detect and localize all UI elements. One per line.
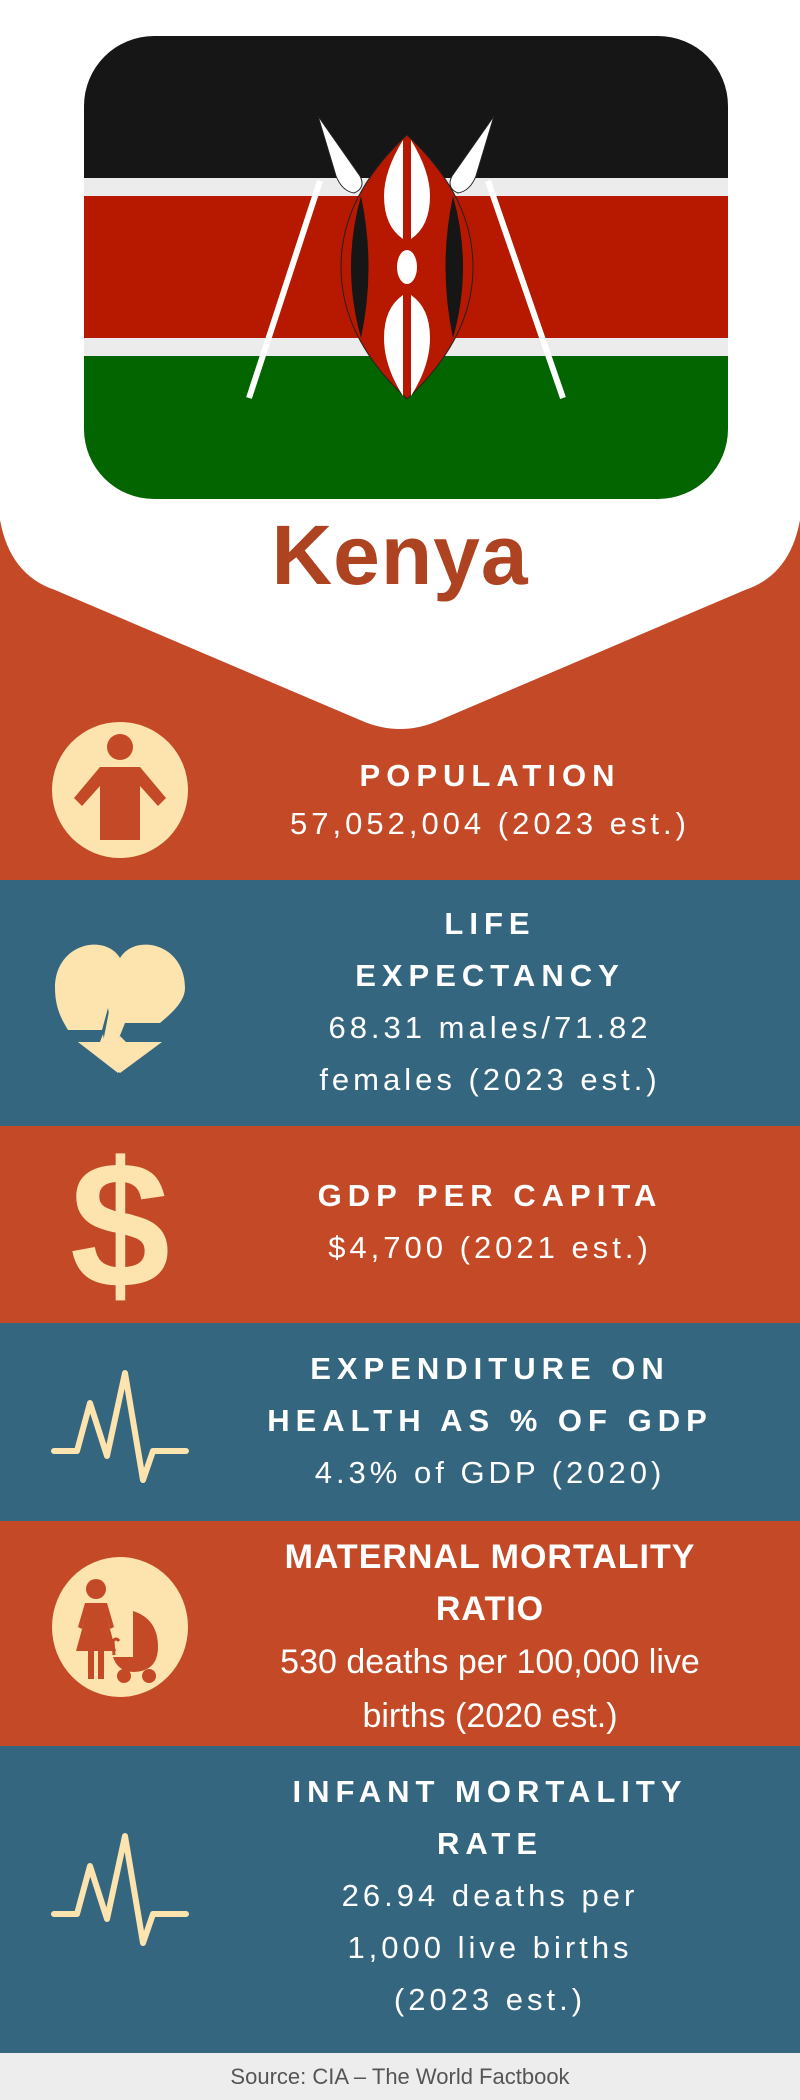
- section-title: INFANT MORTALITY: [292, 1774, 688, 1809]
- mother-stroller-icon: [52, 1557, 188, 1697]
- spears-icon: [246, 115, 566, 399]
- section-title: EXPECTANCY: [355, 958, 625, 993]
- section-title: POPULATION: [359, 758, 621, 793]
- section-value: 1,000 live births: [347, 1930, 633, 1965]
- section-value: 26.94 deaths per: [341, 1878, 639, 1913]
- dollar-icon: $: [69, 1125, 171, 1326]
- gdp-section: $ GDP PER CAPITA $4,700 (2021 est.): [0, 1126, 800, 1323]
- section-value: 68.31 males/71.82: [328, 1010, 652, 1045]
- section-title: GDP PER CAPITA: [317, 1178, 663, 1213]
- section-title: EXPENDITURE ON: [310, 1351, 670, 1386]
- health-expenditure-section: EXPENDITURE ON HEALTH AS % OF GDP 4.3% o…: [0, 1323, 800, 1521]
- population-section: POPULATION 57,052,004 (2023 est.): [0, 720, 800, 880]
- heart-pulse-icon: [55, 944, 185, 1073]
- section-value: 530 deaths per 100,000 live: [280, 1643, 700, 1681]
- source-footer: Source: CIA – The World Factbook: [0, 2053, 800, 2100]
- section-value: births (2020 est.): [362, 1697, 618, 1735]
- section-title: RATE: [436, 1826, 544, 1861]
- section-title: LIFE: [444, 906, 536, 941]
- section-value: $4,700 (2021 est.): [328, 1230, 652, 1265]
- section-value: 57,052,004 (2023 est.): [290, 806, 690, 841]
- shield-icon: [340, 134, 474, 400]
- life-expectancy-section: LIFE EXPECTANCY 68.31 males/71.82 female…: [0, 880, 800, 1126]
- infant-mortality-section: INFANT MORTALITY RATE 26.94 deaths per 1…: [0, 1746, 800, 2053]
- maternal-mortality-section: MATERNAL MORTALITY RATIO 530 deaths per …: [0, 1521, 800, 1746]
- person-icon: [52, 722, 188, 858]
- heartbeat-line-icon: [51, 1370, 189, 1483]
- section-title: MATERNAL MORTALITY: [284, 1538, 696, 1576]
- section-value: 4.3% of GDP (2020): [314, 1455, 666, 1490]
- section-title: RATIO: [435, 1590, 545, 1628]
- country-name: Kenya: [271, 508, 529, 602]
- heartbeat-line-icon: [51, 1833, 189, 1946]
- section-title: HEALTH AS % OF GDP: [267, 1403, 713, 1438]
- section-value: (2023 est.): [393, 1982, 587, 2017]
- section-value: females (2023 est.): [319, 1062, 661, 1097]
- kenya-flag: [84, 36, 728, 499]
